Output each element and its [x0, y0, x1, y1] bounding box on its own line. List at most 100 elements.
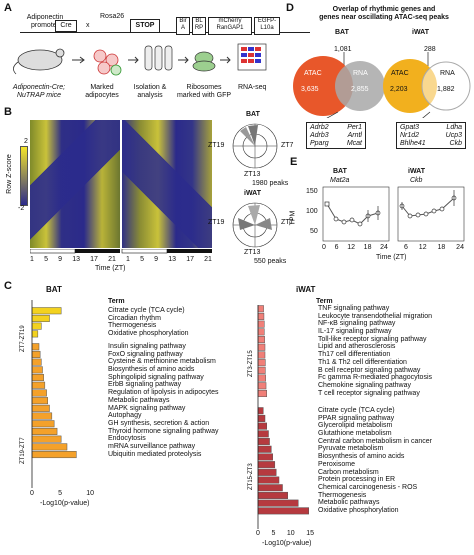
- c-bar: [257, 320, 265, 328]
- c-bat-terms-2: Insulin signaling pathway FoxO signaling …: [108, 343, 219, 458]
- c-term-label: Th17 cell differentiation: [318, 351, 391, 359]
- c-term-label: Chemical carcinogenesis - ROS: [318, 483, 418, 491]
- c-bar: [257, 407, 264, 415]
- c-bar: [257, 438, 270, 446]
- c-bar: [31, 404, 50, 412]
- isolation-text: Isolation & analysis: [133, 84, 167, 99]
- mcherry-box: mCherry RanGAP1: [208, 17, 252, 35]
- rnaseq-icon: [237, 43, 267, 71]
- c-term-label: Glycerolipid metabolism: [318, 422, 393, 430]
- c-bat-title: BAT: [46, 285, 62, 294]
- c-bar: [257, 336, 265, 344]
- c-bar: [257, 312, 265, 320]
- c-term-label: Thermogenesis: [108, 322, 157, 330]
- c-bar: [257, 445, 272, 453]
- c-term-label: Endocytosis: [108, 435, 146, 443]
- venn-iwat-title: iWAT: [412, 29, 429, 36]
- c-iwat-terms-1: TNF signaling pathway Leukocyte transendo…: [318, 305, 432, 397]
- e-ytick-100: 100: [306, 208, 318, 215]
- c-bar: [31, 435, 62, 443]
- panel-d-title-1: Overlap of rhythmic genes and: [332, 6, 436, 13]
- c-bat-xlabel: -Log10(p-value): [40, 500, 90, 507]
- c-term-label: Biosynthesis of amino acids: [108, 366, 195, 374]
- blrp-box: BL RP: [192, 17, 206, 35]
- c-bar: [31, 366, 43, 374]
- rose-bat-title: BAT: [246, 111, 260, 118]
- c-bar: [257, 422, 267, 430]
- c-bar: [31, 451, 77, 459]
- panel-c-label: C: [4, 280, 12, 292]
- c-term-label: Ubiquitin mediated proteolysis: [108, 450, 202, 458]
- c-bar: [257, 430, 269, 438]
- time-xlabel: Time (ZT): [95, 265, 126, 272]
- c-bar: [31, 350, 41, 358]
- panel-e-label: E: [290, 156, 298, 168]
- c-bar: [31, 443, 68, 451]
- venn-bat-rna-count: 2,855: [351, 86, 369, 93]
- rose-iwat-zt19: ZT19: [208, 219, 225, 226]
- c-bar: [31, 389, 47, 397]
- c-iwat-bar-chart: [257, 305, 309, 529]
- venn-iwat-rna-circle: [421, 61, 471, 111]
- c-bar: [257, 305, 264, 313]
- c-term-label: Metabolic pathways: [318, 499, 380, 507]
- e-iwat-title: iWAT: [408, 168, 425, 175]
- e-iwat-xticks: 6 12 18 24: [404, 244, 464, 251]
- bira-box: Bir A: [176, 17, 190, 35]
- c-term-label: Cysteine & methionine metabolism: [108, 358, 216, 366]
- rose-plot-bat: [232, 123, 278, 169]
- c-term-label: PPAR signaling pathway: [318, 414, 395, 422]
- c-bar: [257, 374, 266, 382]
- ribosomes-text: Ribosomes marked with GFP: [176, 84, 232, 99]
- c-bar: [31, 314, 50, 322]
- c-bar: [257, 507, 309, 515]
- c-bar: [257, 414, 266, 422]
- zscore-colorbar: [20, 146, 28, 206]
- c-term-label: Circadian rhythm: [108, 314, 161, 322]
- c-term-label: Regulation of lipolysis in adipocytes: [108, 389, 219, 397]
- c-term-label: Leukocyte transendothelial migration: [318, 312, 433, 320]
- c-bar: [31, 343, 40, 351]
- panel-a-label: A: [4, 2, 12, 14]
- panel-d-label: D: [286, 2, 294, 14]
- rose-bat-zt19: ZT19: [208, 142, 225, 149]
- zscore-min: -2: [18, 205, 25, 212]
- c-bar: [257, 461, 276, 469]
- venn-iwat: [383, 52, 471, 118]
- c-iwat-xlabel: -Log10(p-value): [262, 540, 312, 547]
- c-bar: [31, 358, 42, 366]
- e-line-charts: [322, 186, 465, 242]
- venn-iwat-atac-circle: [383, 59, 437, 113]
- c-iwat-title: iWAT: [296, 285, 316, 294]
- c-term-label: B cell receptor signaling pathway: [318, 366, 421, 374]
- ribosome-icon: [192, 51, 216, 72]
- c-iwat-terms-2: Citrate cycle (TCA cycle) PPAR signaling …: [318, 407, 432, 515]
- c-bar: [31, 374, 44, 382]
- e-ylabel: TPM: [289, 210, 297, 226]
- venn-bat-atac-label: ATAC: [304, 70, 322, 77]
- c-iwat-term-header: Term: [316, 298, 333, 305]
- c-term-label: mRNA surveillance pathway: [108, 442, 196, 450]
- venn-iwat-gene-box: Gpat3 Ldha Nr1d2 Ucp3 Bhlhe41 Ckb: [396, 122, 466, 149]
- promoter-text: Adiponectin promoter: [26, 14, 64, 29]
- marked-text: Marked adipocytes: [85, 84, 119, 99]
- c-bar: [31, 307, 62, 315]
- c-term-label: TNF signaling pathway: [318, 305, 390, 312]
- rose-iwat-zt13: ZT13: [244, 249, 261, 256]
- egfp-box: EGFP- L10a: [254, 17, 280, 35]
- tubes-icon: [144, 45, 173, 71]
- venn-bat-rna-label: RNA: [353, 70, 368, 77]
- c-term-label: Thermogenesis: [318, 491, 367, 499]
- c-term-label: Autophagy: [108, 412, 142, 420]
- c-term-label: Th1 & Th2 cell differentiation: [318, 358, 407, 366]
- venn-bat: [293, 52, 385, 118]
- c-bat-terms-1: Citrate cycle (TCA cycle) Circadian rhyth…: [108, 307, 189, 338]
- c-term-label: Peroxisome: [318, 460, 355, 468]
- c-term-label: Insulin signaling pathway: [108, 343, 186, 350]
- construct-line: [20, 32, 170, 33]
- c-term-label: Carbon metabolism: [318, 468, 379, 476]
- rose-bat-zt7: ZT7: [281, 142, 294, 149]
- c-bar: [257, 382, 267, 390]
- c-term-label: Pyruvate metabolism: [318, 445, 384, 453]
- venn-bat-rna-circle: [335, 61, 385, 111]
